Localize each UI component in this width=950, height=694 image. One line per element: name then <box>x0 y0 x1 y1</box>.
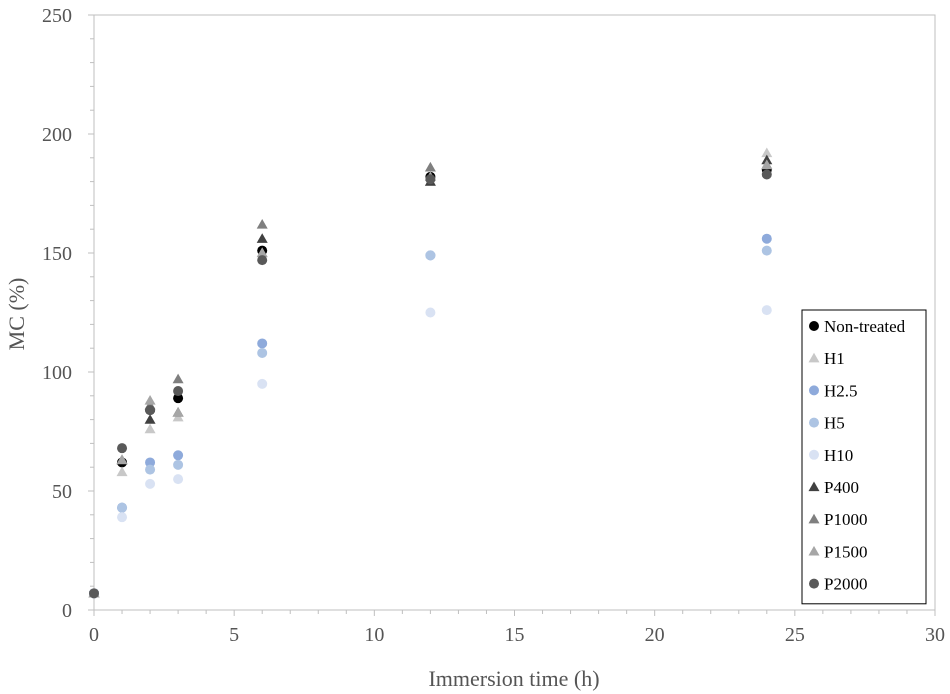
series-h10 <box>89 305 772 599</box>
legend-label-p2000: P2000 <box>824 575 867 594</box>
y-tick-label: 100 <box>42 362 72 384</box>
series-non-treated <box>89 164 772 599</box>
data-point-p1000 <box>172 373 184 384</box>
data-point-h10 <box>425 307 436 318</box>
series-p2000 <box>89 169 772 599</box>
legend-label-h1: H1 <box>824 349 845 368</box>
data-point-p400 <box>144 414 156 424</box>
y-axis-title: MC (%) <box>4 278 29 351</box>
data-point-h5 <box>761 245 772 256</box>
data-point-p2000 <box>145 405 156 416</box>
legend-box <box>801 309 927 605</box>
data-point-h2-5 <box>761 233 772 244</box>
legend-marker-p400 <box>808 481 820 492</box>
data-point-h5 <box>425 250 436 261</box>
legend-marker-h5 <box>809 417 819 428</box>
legend-label-h10: H10 <box>824 446 853 465</box>
data-point-p1500 <box>256 247 268 258</box>
series-p1000 <box>88 159 773 598</box>
data-point-h1 <box>144 423 156 434</box>
x-tick-label: 15 <box>505 624 525 646</box>
legend-marker-p2000 <box>809 578 819 589</box>
data-point-h5 <box>173 459 184 470</box>
data-point-h2-5 <box>173 450 184 461</box>
y-axis-ticks: 0 50 100 150 200 250 <box>42 5 94 622</box>
data-point-p1500 <box>116 454 128 465</box>
data-point-p2000 <box>173 386 184 397</box>
data-point-p2000 <box>89 588 99 599</box>
legend-marker-p1500 <box>808 545 820 556</box>
x-tick-label: 25 <box>785 624 805 646</box>
data-point-p1500 <box>172 406 184 417</box>
x-axis-title: Immersion time (h) <box>428 666 599 691</box>
data-point-h2-5 <box>257 338 268 349</box>
legend-label-non-treated: Non-treated <box>824 317 906 336</box>
data-point-h5 <box>257 347 268 358</box>
y-tick-label: 50 <box>52 481 72 503</box>
legend: Non-treated H1 H2.5 H5 H10 P400 P1000 P1500 P200… <box>801 309 927 605</box>
y-tick-label: 150 <box>42 243 72 265</box>
x-tick-label: 0 <box>89 624 99 646</box>
legend-label-p1000: P1000 <box>824 510 867 529</box>
series-h1 <box>88 147 773 598</box>
legend-marker-non-treated <box>809 321 819 331</box>
y-tick-label: 250 <box>42 5 72 27</box>
data-point-non-treated <box>173 393 184 404</box>
data-points <box>88 147 773 599</box>
legend-label-p1500: P1500 <box>824 542 867 561</box>
y-tick-label: 200 <box>42 124 72 146</box>
x-tick-label: 5 <box>229 624 239 646</box>
series-h5 <box>89 245 772 599</box>
x-axis-ticks: 0 5 10 15 20 25 30 <box>89 610 945 646</box>
legend-label-p400: P400 <box>824 478 859 497</box>
data-point-h5 <box>117 502 128 513</box>
series-p1500 <box>88 159 773 598</box>
legend-label-h2-5: H2.5 <box>824 381 858 400</box>
data-point-h1 <box>116 466 128 477</box>
data-point-p2000 <box>761 169 772 180</box>
legend-marker-h2-5 <box>809 385 819 396</box>
legend-marker-h1 <box>808 352 820 363</box>
data-point-h5 <box>145 464 156 475</box>
y-tick-label: 0 <box>62 600 72 622</box>
data-point-p400 <box>256 233 268 243</box>
data-point-h2-5 <box>145 457 156 468</box>
data-point-p1500 <box>761 159 773 170</box>
legend-label-h5: H5 <box>824 414 845 433</box>
data-point-p2000 <box>257 255 268 266</box>
data-point-h10 <box>145 478 156 489</box>
legend-marker-p1000 <box>808 513 820 524</box>
data-point-p1500 <box>144 395 156 405</box>
x-tick-label: 10 <box>364 624 384 646</box>
legend-marker-h10 <box>809 449 819 460</box>
x-tick-label: 20 <box>645 624 665 646</box>
data-point-p2000 <box>117 443 128 454</box>
series-p400 <box>88 154 773 598</box>
data-point-h10 <box>117 512 128 523</box>
series-h2-5 <box>89 233 772 599</box>
x-tick-label: 30 <box>925 624 945 646</box>
data-point-p1000 <box>256 218 268 229</box>
data-point-p2000 <box>425 174 436 185</box>
data-point-p1000 <box>424 161 436 172</box>
data-point-h10 <box>761 305 772 316</box>
data-point-h1 <box>761 147 773 158</box>
data-point-h10 <box>173 474 184 485</box>
data-point-h10 <box>257 378 268 389</box>
